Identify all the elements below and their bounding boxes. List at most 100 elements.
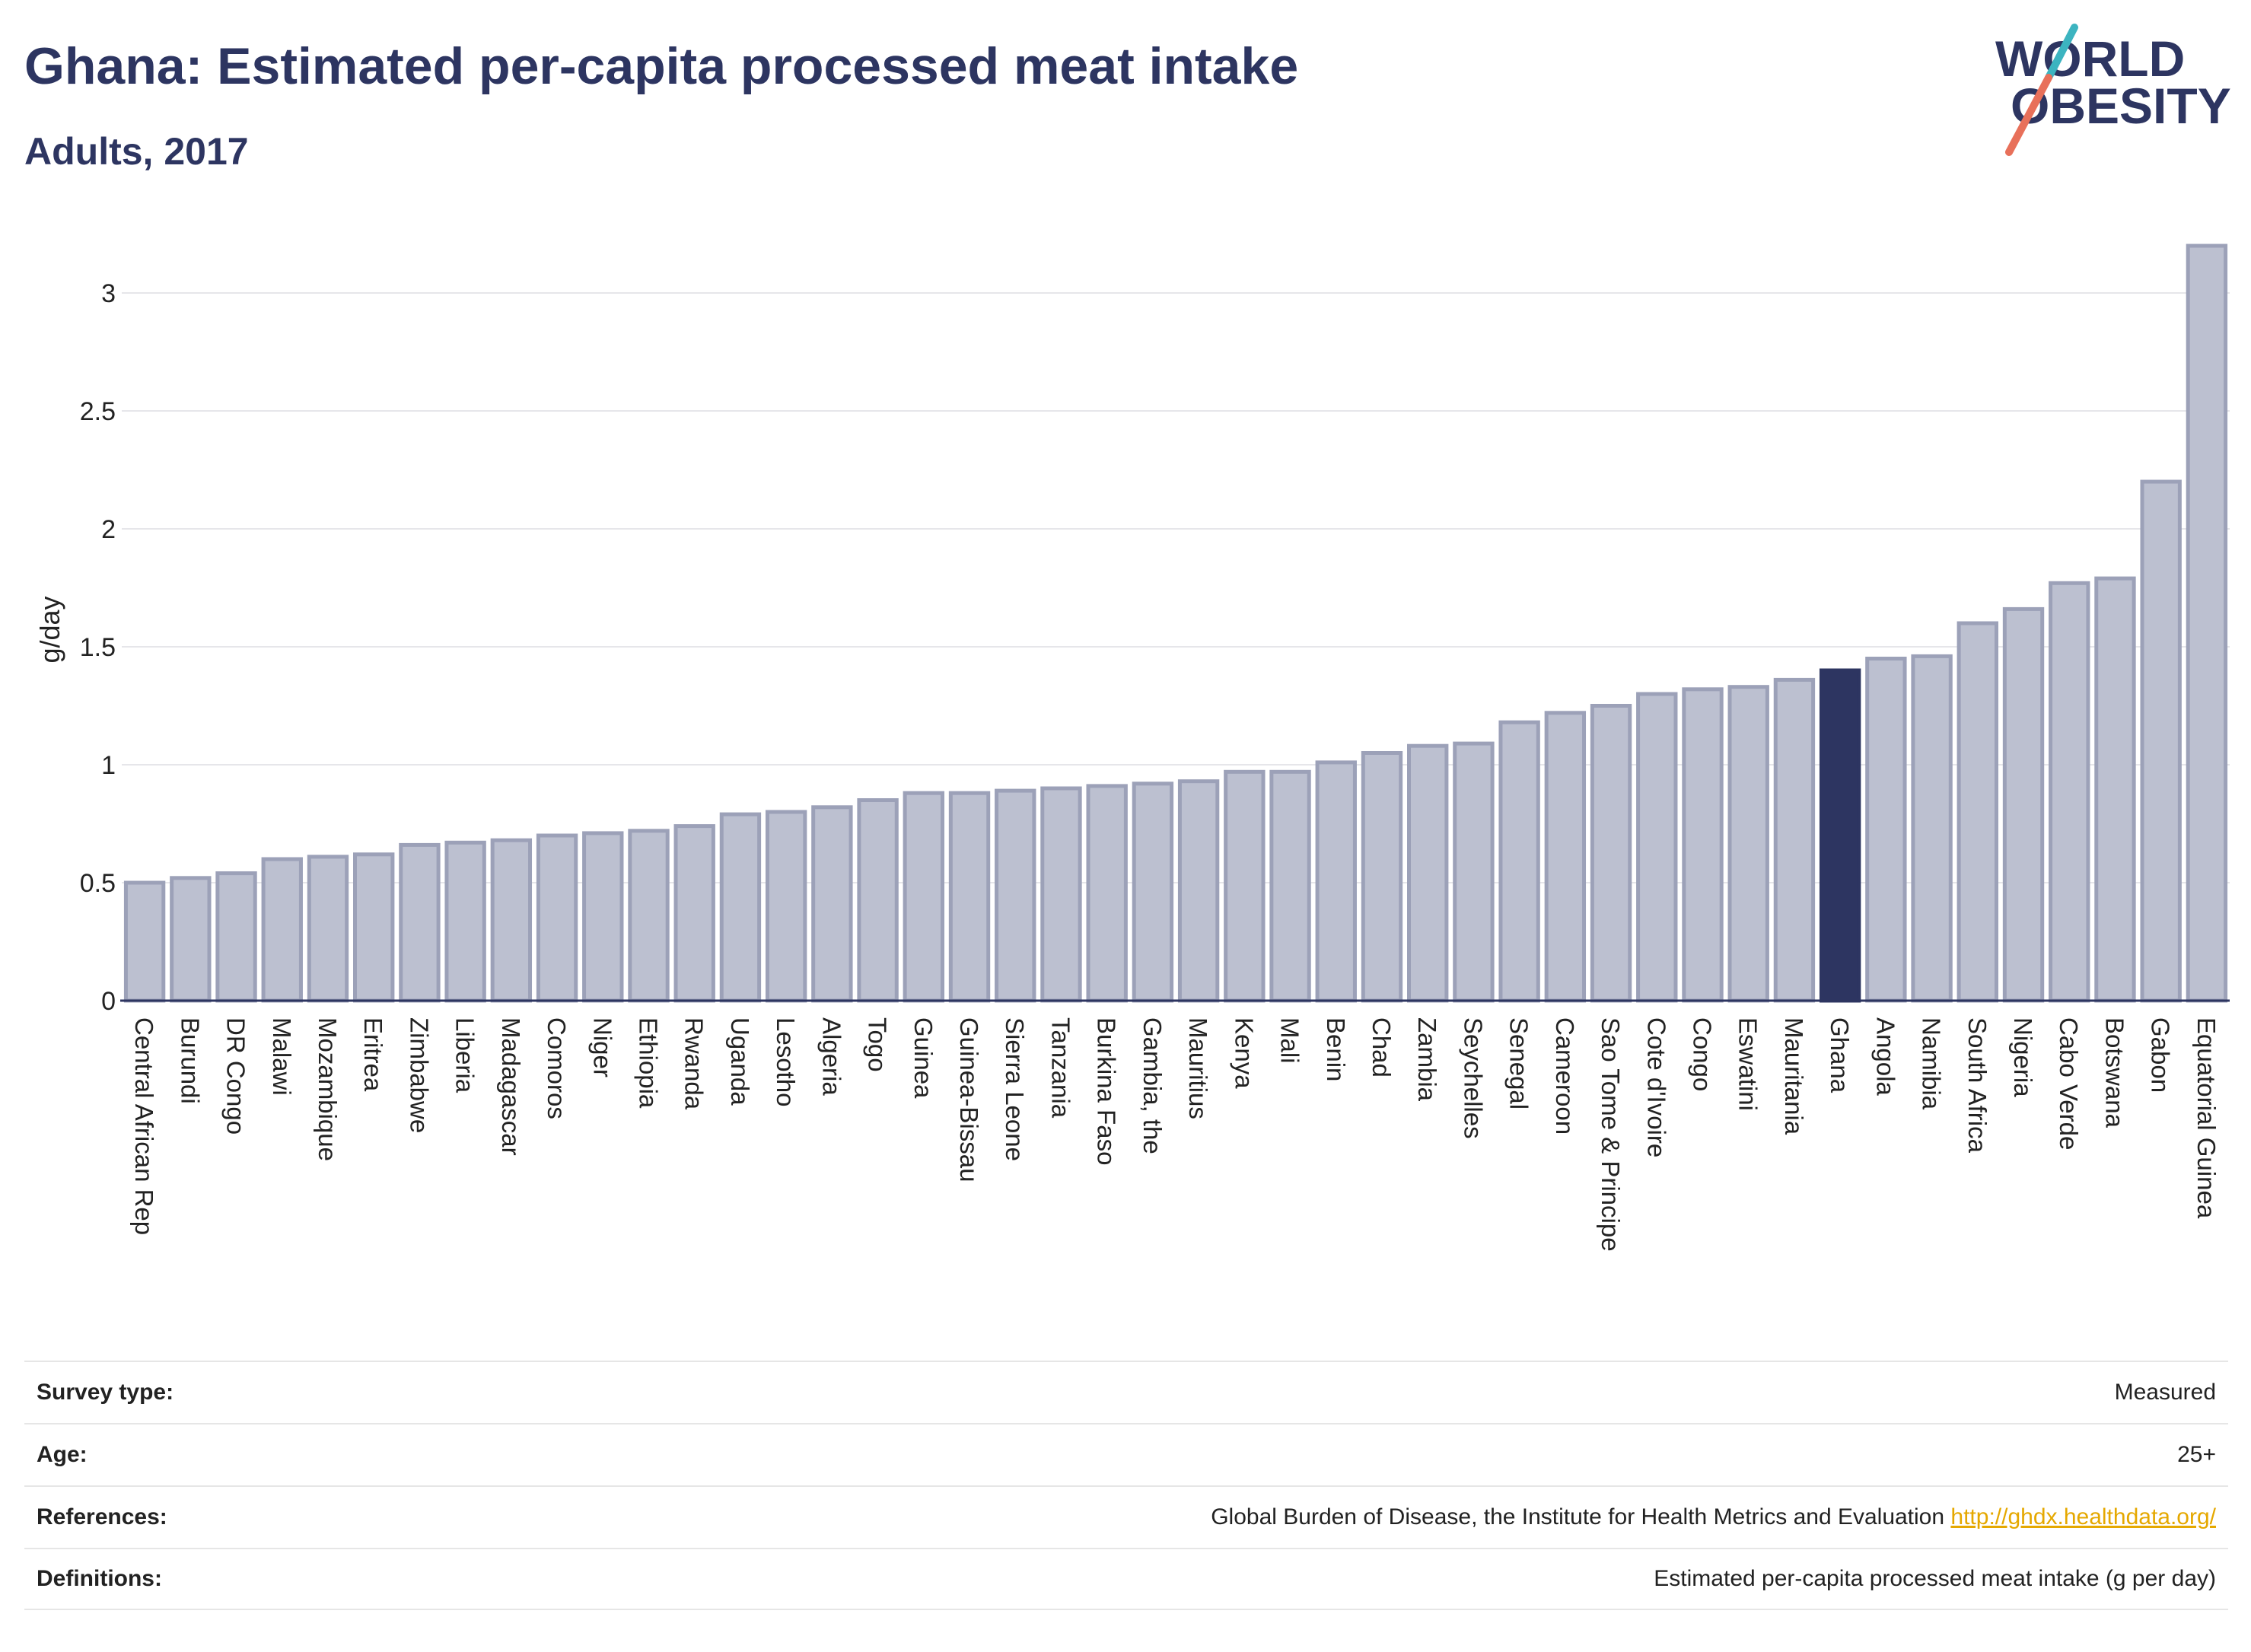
x-tick-label: Nigeria (2009, 1017, 2037, 1097)
y-tick-label: 3 (101, 279, 116, 308)
x-tick-label: Sao Tome & Principe (1597, 1017, 1625, 1252)
bar-madagascar (490, 838, 533, 1003)
info-value: 25+ (2177, 1442, 2216, 1468)
x-tick-label: Tanzania (1046, 1017, 1075, 1119)
x-tick-label: Cabo Verde (2055, 1017, 2083, 1150)
axes: 0 0.5 1 1.5 2 2.5 3 g/day (34, 279, 2230, 1016)
bar-zimbabwe (399, 842, 441, 1003)
bar-lesotho (765, 810, 807, 1003)
x-tick-label: Gabon (2147, 1017, 2175, 1093)
x-tick-label: Sierra Leone (1001, 1017, 1029, 1161)
bar-kenya (1224, 769, 1266, 1003)
x-tick-label: Equatorial Guinea (2192, 1017, 2221, 1219)
x-tick-label: Seychelles (1459, 1017, 1487, 1139)
info-key: Survey type: (37, 1380, 174, 1405)
x-tick-label: Eswatini (1734, 1017, 1762, 1111)
x-tick-label: Uganda (726, 1017, 754, 1106)
world-obesity-logo: WORLD OBESITY (1995, 24, 2231, 156)
y-tick-label: 1 (101, 751, 116, 780)
info-key: References: (37, 1504, 167, 1529)
x-tick-label: Zimbabwe (405, 1017, 433, 1133)
bar-angola (1865, 657, 1907, 1003)
bar-cabo-verde (2049, 581, 2090, 1003)
y-axis-label: g/day (34, 596, 65, 663)
bar-chart: 0 0.5 1 1.5 2 2.5 3 g/day Central African Rep Bu… (34, 244, 2230, 1252)
info-row: Survey type: Measured (24, 1361, 2228, 1423)
bar-niger (582, 831, 624, 1003)
bar-namibia (1911, 654, 1953, 1003)
bars (123, 244, 2228, 1003)
x-tick-label: Ghana (1826, 1017, 1854, 1093)
bar-algeria (811, 805, 853, 1003)
bar-seychelles (1453, 741, 1495, 1003)
x-tick-label: Guinea (909, 1017, 938, 1099)
info-value-text: 25+ (2177, 1442, 2216, 1467)
bar-zambia (1407, 743, 1449, 1003)
x-tick-label: Mauritius (1184, 1017, 1212, 1119)
x-tick-label: Angola (1871, 1017, 1899, 1096)
x-tick-label: Kenya (1230, 1017, 1258, 1089)
x-tick-label: Benin (1322, 1017, 1350, 1081)
x-tick-label: Togo (864, 1017, 892, 1072)
chart-subtitle: Adults, 2017 (24, 130, 249, 173)
bar-central-african-rep (123, 880, 166, 1003)
x-tick-label: Ethiopia (635, 1017, 663, 1109)
x-tick-label: Madagascar (497, 1017, 525, 1156)
bar-congo (1682, 687, 1724, 1003)
info-value: Estimated per-capita processed meat inta… (1654, 1566, 2216, 1592)
info-value-text: Estimated per-capita processed meat inta… (1654, 1566, 2216, 1591)
x-tick-label: Senegal (1505, 1017, 1533, 1109)
reference-link[interactable]: http://ghdx.healthdata.org/ (1950, 1504, 2216, 1529)
logo-slash-teal (2045, 24, 2078, 81)
x-tick-label: Malawi (268, 1017, 296, 1096)
x-tick-label: South Africa (1963, 1017, 1992, 1154)
bar-malawi (261, 857, 303, 1003)
info-key: Definitions: (37, 1566, 162, 1591)
y-tick-label: 2 (101, 515, 116, 544)
bar-gabon (2140, 479, 2182, 1003)
x-tick-label: Congo (1689, 1017, 1717, 1091)
bar-mauritius (1177, 779, 1220, 1003)
bar-sao-tome-principe (1590, 704, 1632, 1003)
bar-rwanda (673, 824, 715, 1003)
bar-sierra-leone (995, 788, 1036, 1003)
y-tick-label: 0.5 (80, 869, 116, 898)
bar-mozambique (307, 855, 349, 1003)
bar-ethiopia (628, 829, 670, 1003)
bar-eritrea (353, 852, 395, 1003)
bar-nigeria (2002, 606, 2045, 1003)
bar-togo (857, 798, 899, 1003)
x-tick-label: Algeria (817, 1017, 845, 1096)
bar-burkina-faso (1086, 784, 1128, 1003)
x-tick-label: Burundi (176, 1017, 204, 1104)
info-value: Global Burden of Disease, the Institute … (1211, 1504, 2216, 1530)
bar-tanzania (1040, 786, 1082, 1003)
bar-cameroon (1544, 711, 1587, 1003)
bar-dr-congo (215, 871, 257, 1003)
chart-title: Ghana: Estimated per-capita processed me… (24, 37, 1299, 95)
x-tick-label: Botswana (2100, 1017, 2128, 1128)
info-row: Definitions: Estimated per-capita process… (24, 1548, 2228, 1610)
bar-botswana (2094, 576, 2136, 1003)
bar-chad (1361, 751, 1403, 1003)
x-tick-label: Rwanda (680, 1017, 708, 1110)
x-tick-label: Guinea-Bissau (955, 1017, 983, 1182)
info-row: Age: 25+ (24, 1423, 2228, 1485)
x-tick-label: Mozambique (314, 1017, 342, 1161)
bar-comoros (536, 833, 578, 1003)
x-tick-label: DR Congo (222, 1017, 250, 1135)
x-tick-label: Namibia (1918, 1017, 1946, 1110)
bar-guinea-bissau (948, 791, 991, 1003)
info-row: References: Global Burden of Disease, the… (24, 1485, 2228, 1548)
x-tick-label: Niger (588, 1017, 616, 1077)
y-tick-label: 2.5 (80, 397, 116, 426)
info-value-text: Global Burden of Disease, the Institute … (1211, 1504, 1945, 1529)
x-tick-label: Mali (1276, 1017, 1304, 1064)
info-value: Measured (2115, 1380, 2216, 1405)
x-tick-label: Burkina Faso (1093, 1017, 1121, 1165)
y-tick-label: 1.5 (80, 633, 116, 662)
x-tick-label: Lesotho (772, 1017, 800, 1106)
bar-guinea (903, 791, 944, 1003)
x-tick-label: Cote d'Ivoire (1642, 1017, 1670, 1157)
x-tick-label: Gambia, the (1138, 1017, 1167, 1154)
